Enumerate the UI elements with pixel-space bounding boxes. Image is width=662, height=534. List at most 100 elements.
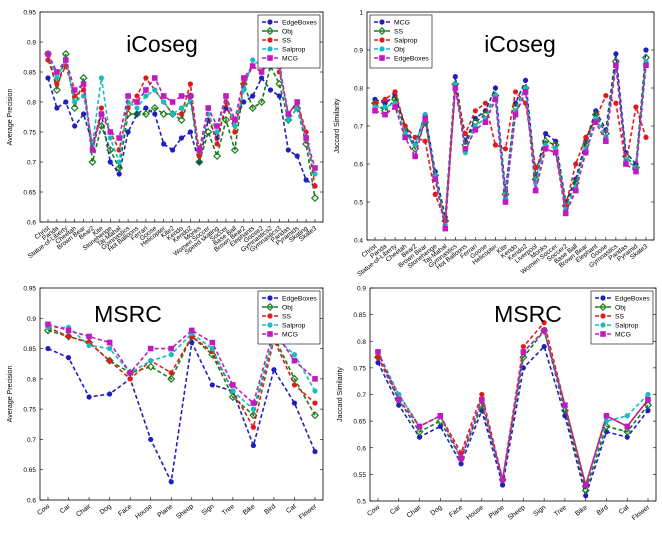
data-point-salprop-6 xyxy=(98,75,105,81)
data-point-edgeboxes-4 xyxy=(81,111,87,117)
x-tick-label: Face xyxy=(117,503,133,518)
data-point-edgeboxes-16 xyxy=(532,187,539,194)
y-tick-label: 0.9 xyxy=(357,286,366,293)
y-tick-label: 0.6 xyxy=(27,220,36,227)
y-tick-label: 0.8 xyxy=(357,339,366,346)
series-line-edgeboxes xyxy=(377,345,649,499)
data-point-mcg-14 xyxy=(169,99,176,105)
data-point-obj-2 xyxy=(415,427,424,436)
data-point-edgeboxes-11 xyxy=(482,119,489,126)
data-point-legend-obj-0 xyxy=(379,46,385,52)
data-point-salprop-12 xyxy=(624,413,630,419)
data-point-salprop-22 xyxy=(241,87,247,93)
data-point-salprop-9 xyxy=(462,131,468,137)
data-point-edgeboxes-12 xyxy=(291,400,298,406)
data-point-mcg-7 xyxy=(520,349,527,355)
data-point-ss-0 xyxy=(375,354,381,360)
data-point-ss-1 xyxy=(65,333,72,340)
data-point-edgeboxes-5 xyxy=(148,436,154,443)
data-point-mcg-6 xyxy=(98,111,105,117)
y-tick-label: 0.8 xyxy=(354,86,363,93)
data-point-salprop-19 xyxy=(214,129,220,135)
data-point-edgeboxes-26 xyxy=(276,93,282,99)
data-point-mcg-11 xyxy=(143,87,149,93)
data-point-salprop-30 xyxy=(312,171,318,177)
legend-label: Salprop xyxy=(282,323,306,330)
data-point-obj-1 xyxy=(382,104,388,110)
data-point-edgeboxes-1 xyxy=(382,111,388,118)
data-point-legend-edgeboxes-0 xyxy=(600,295,606,301)
data-point-salprop-6 xyxy=(432,191,438,197)
y-tick-label: 1 xyxy=(359,10,363,17)
data-point-obj-9 xyxy=(124,109,133,119)
y-tick-label: 0.65 xyxy=(23,467,36,474)
data-point-mcg-2 xyxy=(86,333,92,340)
data-point-edgeboxes-23 xyxy=(603,138,609,145)
data-point-salprop-6 xyxy=(168,352,174,358)
data-point-mcg-10 xyxy=(250,400,257,406)
data-point-edgeboxes-22 xyxy=(241,99,247,105)
data-point-mcg-13 xyxy=(645,397,651,403)
y-tick-label: 0.7 xyxy=(357,392,366,399)
data-point-obj-30 xyxy=(310,193,320,203)
chart-panel-4: 0.5 0.55 0.6 0.65 0.7 0.75 0.8 0.85 0.9 Jaccard S… xyxy=(337,286,657,522)
data-point-edgeboxes-23 xyxy=(250,93,256,99)
data-point-mcg-8 xyxy=(209,339,216,346)
data-point-mcg-19 xyxy=(214,123,220,129)
data-point-mcg-2 xyxy=(416,423,423,430)
data-point-edgeboxes-13 xyxy=(502,199,509,205)
data-point-obj-8 xyxy=(208,350,217,359)
data-point-edgeboxes-27 xyxy=(643,62,649,68)
data-point-mcg-12 xyxy=(492,85,499,91)
x-tick-label: Plane xyxy=(156,503,174,519)
data-point-edgeboxes-0 xyxy=(45,75,51,81)
data-point-salprop-2 xyxy=(392,89,398,95)
data-point-edgeboxes-28 xyxy=(294,153,300,159)
data-point-obj-4 xyxy=(79,73,88,83)
chart-title: iCoseg xyxy=(126,31,198,57)
data-point-obj-18 xyxy=(204,127,213,137)
chart-panel-1: 0.6 0.65 0.7 0.75 0.8 0.85 0.9 0.95 Average Prec… xyxy=(7,10,324,260)
data-point-ss-16 xyxy=(187,81,193,87)
data-point-mcg-5 xyxy=(89,147,96,153)
data-point-mcg-1 xyxy=(54,69,60,75)
data-point-obj-0 xyxy=(43,326,53,335)
y-tick-label: 0.4 xyxy=(354,238,363,245)
legend-label: MCG xyxy=(394,20,410,27)
x-tick-label: Plane xyxy=(488,504,506,520)
x-tick-label: Cat xyxy=(618,504,631,516)
data-point-obj-1 xyxy=(52,85,61,95)
data-point-legend-mcg-0 xyxy=(379,19,385,25)
x-tick-label: Bike xyxy=(574,504,589,518)
data-point-obj-21 xyxy=(230,145,239,155)
data-point-ss-3 xyxy=(107,358,113,364)
y-tick-label: 0.5 xyxy=(354,200,363,207)
series-line-ss xyxy=(377,320,649,488)
data-point-salprop-26 xyxy=(633,104,639,110)
data-point-mcg-20 xyxy=(223,93,229,99)
data-point-salprop-23 xyxy=(250,57,256,63)
y-axis-label: Jaccard Similarity xyxy=(334,98,341,153)
data-point-obj-13 xyxy=(159,109,168,119)
data-point-salprop-5 xyxy=(148,358,154,364)
data-point-ss-4 xyxy=(127,376,133,382)
data-point-mcg-3 xyxy=(437,412,444,419)
x-tick-label: Cat xyxy=(285,503,298,515)
data-point-edgeboxes-6 xyxy=(432,176,439,183)
series-line-edgeboxes xyxy=(374,65,647,229)
data-point-mcg-0 xyxy=(45,51,51,57)
data-point-mcg-0 xyxy=(375,349,381,355)
data-point-mcg-8 xyxy=(452,74,458,80)
data-point-edgeboxes-2 xyxy=(392,104,398,110)
x-tick-label: Bird xyxy=(263,503,277,516)
data-point-ss-10 xyxy=(134,93,140,99)
legend: EdgeBoxes Obj SS Salprop MCG xyxy=(257,14,321,69)
data-point-ss-11 xyxy=(143,75,149,81)
data-point-edgeboxes-27 xyxy=(285,147,291,153)
data-point-salprop-10 xyxy=(134,105,140,111)
data-point-edgeboxes-25 xyxy=(623,161,629,167)
data-point-salprop-12 xyxy=(291,352,298,358)
y-tick-label: 0.9 xyxy=(354,48,363,55)
data-point-mcg-15 xyxy=(178,93,185,99)
data-point-mcg-27 xyxy=(643,47,649,53)
